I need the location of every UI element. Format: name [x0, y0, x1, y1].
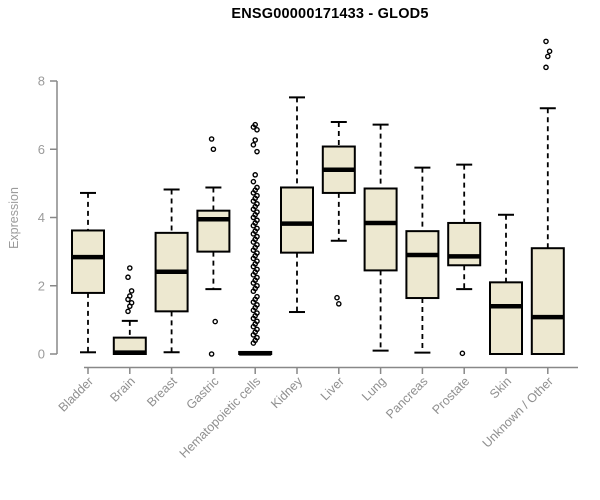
- iqr-box: [447, 221, 482, 267]
- outlier-point: [254, 293, 260, 300]
- y-tick-label: 4: [38, 210, 45, 225]
- box-lung: [363, 123, 398, 352]
- box-pancreas: [405, 166, 440, 354]
- outlier-point: [254, 148, 260, 155]
- outlier-point: [546, 48, 553, 55]
- x-tick-label: Prostate: [429, 374, 472, 417]
- outlier-point: [335, 301, 342, 307]
- box-gastric: [196, 136, 231, 357]
- outlier-point: [254, 274, 260, 281]
- y-tick-label: 6: [38, 142, 45, 157]
- outlier-point: [254, 318, 260, 325]
- outlier-point: [210, 146, 217, 153]
- outlier-point: [254, 282, 260, 289]
- outlier-point: [252, 137, 258, 143]
- outlier-point: [208, 136, 215, 142]
- outlier-point: [250, 142, 257, 148]
- iqr-box: [196, 209, 231, 253]
- outlier-point: [125, 308, 131, 315]
- box-hematopoietic-cells: [238, 121, 273, 356]
- outlier-point: [208, 351, 215, 357]
- outlier-point: [127, 265, 133, 271]
- outlier-point: [545, 53, 551, 60]
- box-bladder: [71, 191, 105, 354]
- x-tick-label: Kidney: [268, 374, 305, 411]
- outlier-point: [254, 217, 260, 224]
- x-tick-label: Skin: [487, 374, 514, 401]
- x-tick-label: Lung: [359, 374, 389, 404]
- iqr-box: [71, 229, 105, 294]
- box-brain: [112, 265, 147, 355]
- y-tick-label: 0: [38, 347, 45, 362]
- outlier-point: [128, 300, 135, 306]
- box-liver: [321, 120, 356, 307]
- outlier-point: [252, 172, 258, 178]
- outlier-point: [254, 266, 260, 273]
- x-tick-label: Gastric: [184, 374, 222, 412]
- x-tick-label: Breast: [144, 374, 180, 410]
- outlier-point: [254, 201, 260, 207]
- box-prostate: [447, 163, 482, 357]
- outlier-point: [334, 294, 340, 301]
- box-kidney: [280, 96, 314, 314]
- x-tick-label: Unknown / Other: [480, 374, 556, 450]
- outlier-point: [254, 302, 260, 308]
- x-tick-label: Liver: [318, 374, 347, 403]
- iqr-box: [363, 187, 398, 272]
- outlier-point: [128, 288, 135, 294]
- outlier-point: [254, 209, 260, 215]
- box-breast: [154, 188, 189, 354]
- outlier-point: [543, 38, 549, 45]
- outlier-point: [254, 241, 260, 248]
- box-unknown-other: [530, 38, 565, 355]
- outlier-point: [125, 274, 131, 281]
- outlier-point: [254, 250, 260, 256]
- outlier-point: [212, 318, 218, 325]
- outlier-point: [254, 310, 260, 316]
- outlier-point: [254, 192, 260, 199]
- outlier-point: [254, 225, 260, 232]
- outlier-point: [127, 293, 133, 299]
- iqr-box: [489, 281, 523, 355]
- outlier-point: [254, 258, 260, 264]
- y-tick-label: 8: [38, 74, 45, 89]
- box-skin: [489, 213, 523, 355]
- iqr-box: [280, 186, 314, 254]
- x-tick-label: Brain: [107, 374, 138, 405]
- y-tick-label: 2: [38, 278, 45, 293]
- outlier-point: [254, 326, 260, 333]
- x-tick-label: Bladder: [56, 374, 96, 414]
- x-tick-label: Hematopoietic cells: [177, 374, 264, 461]
- outlier-point: [459, 350, 466, 357]
- iqr-box: [530, 247, 565, 355]
- outlier-point: [254, 126, 260, 133]
- outlier-point: [252, 121, 258, 128]
- x-tick-label: Pancreas: [383, 374, 430, 421]
- y-axis: 0 2 4 6 8: [38, 74, 58, 362]
- outlier-point: [254, 334, 260, 341]
- outlier-point: [543, 64, 549, 71]
- outlier-point: [254, 233, 260, 240]
- outlier-point: [254, 184, 260, 191]
- iqr-box: [405, 230, 440, 300]
- chart-title: ENSG00000171433 - GLOD5: [231, 6, 429, 22]
- outlier-point: [250, 178, 257, 185]
